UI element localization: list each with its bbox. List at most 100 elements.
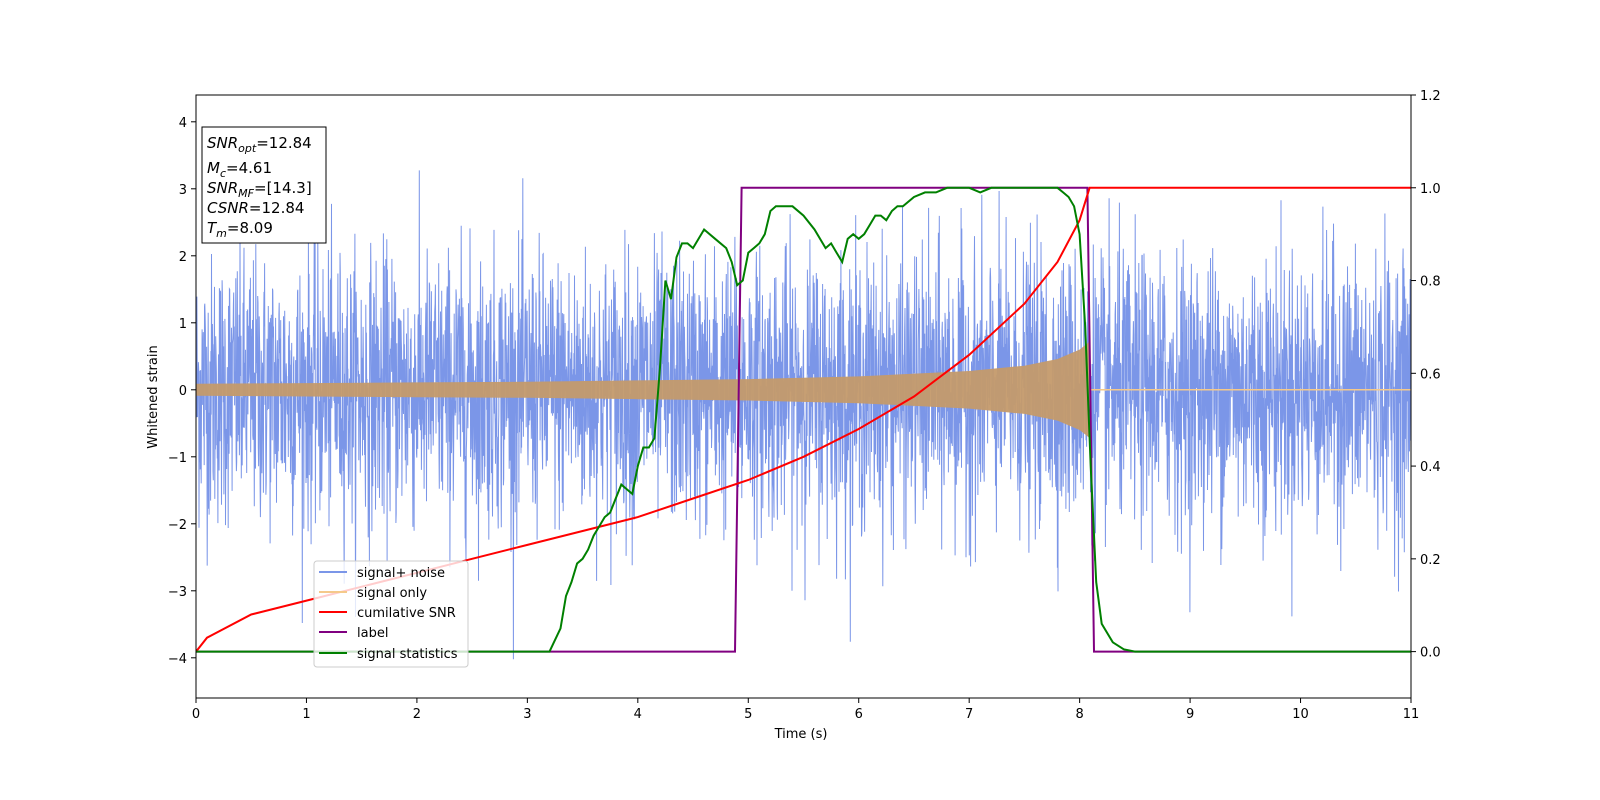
info-mc: Mc=4.61 [207, 159, 272, 180]
point-signal-statistics-79 [1123, 649, 1124, 650]
point-cumilative-snr-16 [1024, 303, 1025, 304]
series-signal-statistics-line [196, 186, 1411, 653]
point-signal-statistics-62 [958, 187, 959, 188]
point-signal-statistics-42 [814, 229, 815, 230]
point-signal-statistics-50 [864, 234, 865, 235]
point-signal-statistics-11 [610, 512, 611, 513]
point-signal-statistics-35 [759, 243, 760, 244]
point-cumilative-snr-18 [1079, 220, 1080, 221]
point-signal-statistics-23 [676, 257, 677, 258]
legend-label-signal-statistics: signal statistics [357, 647, 458, 662]
point-signal-statistics-59 [925, 192, 926, 193]
series-signal-noise-line [196, 170, 1411, 660]
y-right-tick-label-2: 0.8 [1420, 275, 1441, 290]
point-signal-statistics-5 [577, 563, 578, 564]
point-signal-statistics-39 [781, 206, 782, 207]
info-snr-mf-sub: MF [238, 187, 254, 200]
point-signal-statistics-17 [643, 447, 644, 448]
y-right-tick-label-0: 1.2 [1420, 89, 1441, 104]
point-signal-statistics-55 [891, 211, 892, 212]
point-signal-statistics-69 [1057, 187, 1058, 188]
legend: signal+ noise signal only cumilative SNR… [313, 560, 469, 668]
info-mc-sub: c [220, 167, 226, 180]
y-axis-label: Whitened strain [146, 345, 161, 448]
point-label-1 [735, 651, 736, 652]
point-signal-statistics-20 [659, 368, 660, 369]
point-cumilative-snr-10 [693, 498, 694, 499]
x-tick-label-9: 9 [1186, 707, 1194, 722]
point-cumilative-snr-9 [637, 517, 638, 518]
point-cumilative-snr-8 [582, 531, 583, 532]
x-tick-label-7: 7 [965, 707, 973, 722]
x-tick-label-10: 10 [1292, 707, 1309, 722]
point-label-3 [1087, 187, 1088, 188]
point-signal-statistics-12 [615, 498, 616, 499]
x-tick-label-3: 3 [523, 707, 531, 722]
point-cumilative-snr-13 [858, 429, 859, 430]
info-csnr-name: CSNR [207, 199, 249, 217]
point-signal-statistics-68 [1046, 187, 1047, 188]
point-signal-statistics-30 [731, 262, 732, 263]
x-axis-label: Time (s) [774, 727, 828, 742]
point-signal-statistics-9 [599, 526, 600, 527]
point-signal-statistics-72 [1074, 206, 1075, 207]
point-signal-statistics-19 [654, 438, 655, 439]
point-signal-statistics-22 [671, 299, 672, 300]
point-label-4 [1094, 651, 1095, 652]
point-signal-statistics-46 [842, 262, 843, 263]
point-signal-statistics-77 [1101, 623, 1102, 624]
point-signal-statistics-14 [626, 489, 627, 490]
point-signal-statistics-56 [897, 206, 898, 207]
point-cumilative-snr-17 [1057, 262, 1058, 263]
y-left-tick-label-3: 1 [179, 317, 187, 332]
point-signal-statistics-74 [1085, 326, 1086, 327]
point-signal-statistics-36 [764, 234, 765, 235]
point-signal-statistics-67 [1024, 187, 1025, 188]
x-tick-label-0: 0 [192, 707, 200, 722]
point-signal-statistics-37 [770, 211, 771, 212]
y-right-axis-ticks: 1.2 1.0 0.8 0.6 0.4 0.2 0.0 [1411, 89, 1441, 661]
point-signal-statistics-32 [742, 280, 743, 281]
point-signal-statistics-49 [858, 238, 859, 239]
point-cumilative-snr-7 [527, 544, 528, 545]
point-signal-statistics-60 [936, 192, 937, 193]
info-snr-opt-name: SNR [207, 134, 238, 152]
point-signal-statistics-28 [715, 238, 716, 239]
info-tm-name: T [207, 219, 218, 237]
point-signal-statistics-41 [803, 215, 804, 216]
point-signal-statistics-78 [1112, 642, 1113, 643]
info-tm: Tm=8.09 [207, 219, 273, 240]
point-signal-statistics-8 [593, 535, 594, 536]
point-signal-statistics-44 [831, 243, 832, 244]
y-left-tick-label-2: 2 [179, 250, 187, 265]
point-signal-statistics-24 [682, 243, 683, 244]
point-signal-statistics-47 [847, 238, 848, 239]
point-cumilative-snr-6 [472, 558, 473, 559]
x-tick-label-1: 1 [302, 707, 310, 722]
info-mc-value: =4.61 [226, 159, 272, 177]
point-signal-statistics-33 [748, 252, 749, 253]
point-signal-statistics-63 [969, 187, 970, 188]
point-signal-statistics-73 [1079, 234, 1080, 235]
y-right-tick-label-4: 0.4 [1420, 460, 1441, 475]
y-right-tick-label-3: 0.6 [1420, 367, 1441, 382]
point-signal-statistics-65 [991, 187, 992, 188]
point-cumilative-snr-14 [914, 396, 915, 397]
point-signal-statistics-10 [604, 517, 605, 518]
point-signal-statistics-6 [582, 558, 583, 559]
y-left-tick-label-8: −4 [168, 652, 187, 667]
y-right-tick-label-6: 0.0 [1420, 646, 1441, 661]
point-cumilative-snr-3 [306, 600, 307, 601]
y-left-axis-ticks: 4 3 2 1 0 −1 −2 −3 −4 [168, 116, 196, 667]
x-axis-ticks: 0 1 2 3 4 5 6 7 8 9 10 11 [192, 698, 1419, 722]
axes-frame [195, 94, 1412, 699]
info-snr-mf-name: SNR [207, 179, 238, 197]
point-cumilative-snr-11 [748, 480, 749, 481]
y-left-tick-label-0: 4 [179, 116, 187, 131]
info-tm-sub: m [216, 227, 227, 240]
info-mc-name: M [207, 159, 220, 177]
y-left-tick-label-5: −1 [168, 451, 187, 466]
x-tick-label-11: 11 [1403, 707, 1420, 722]
point-signal-statistics-43 [825, 248, 826, 249]
